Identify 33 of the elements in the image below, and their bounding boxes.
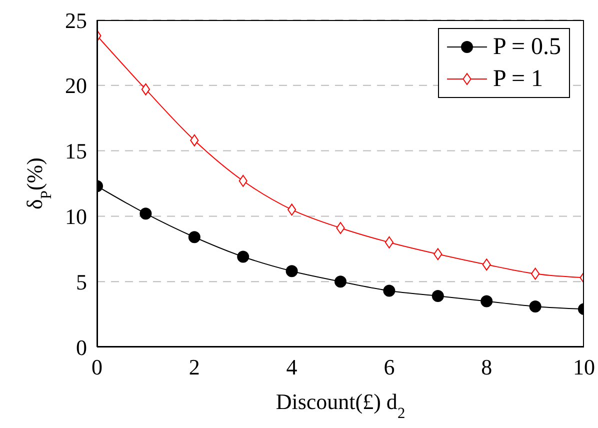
point xyxy=(383,284,396,297)
point xyxy=(531,268,540,280)
point xyxy=(334,276,346,288)
point xyxy=(238,174,248,187)
y-tick-label: 0 xyxy=(76,334,87,360)
x-tick-label: 2 xyxy=(188,354,200,380)
y-tick-label: 25 xyxy=(65,8,87,33)
point xyxy=(336,222,345,234)
point xyxy=(286,265,298,278)
x-tick-label: 6 xyxy=(384,354,395,380)
point xyxy=(188,231,200,244)
point xyxy=(434,248,442,260)
point xyxy=(190,134,199,146)
x-axis-title: Discount(£) d$_{2}$ xyxy=(276,389,406,422)
point xyxy=(288,204,296,216)
point xyxy=(141,83,150,96)
x-tick-label: 4 xyxy=(286,354,298,380)
x-tick-label: 10 xyxy=(573,354,595,380)
x-tick-label: 8 xyxy=(481,354,492,380)
y-tick-label: 20 xyxy=(65,73,87,98)
point xyxy=(140,208,152,220)
legend-label: P = 1 xyxy=(493,66,543,92)
point xyxy=(480,295,493,308)
point xyxy=(432,290,444,302)
point xyxy=(384,236,394,248)
y-tick-label: 10 xyxy=(65,204,87,230)
point xyxy=(482,258,491,271)
y-tick-label: 15 xyxy=(65,138,87,164)
point xyxy=(529,300,542,312)
y-tick-label: 5 xyxy=(76,269,87,294)
point xyxy=(237,250,250,263)
x-tick-label: 0 xyxy=(92,354,102,380)
legend-label: P = 0.5 xyxy=(493,34,561,60)
